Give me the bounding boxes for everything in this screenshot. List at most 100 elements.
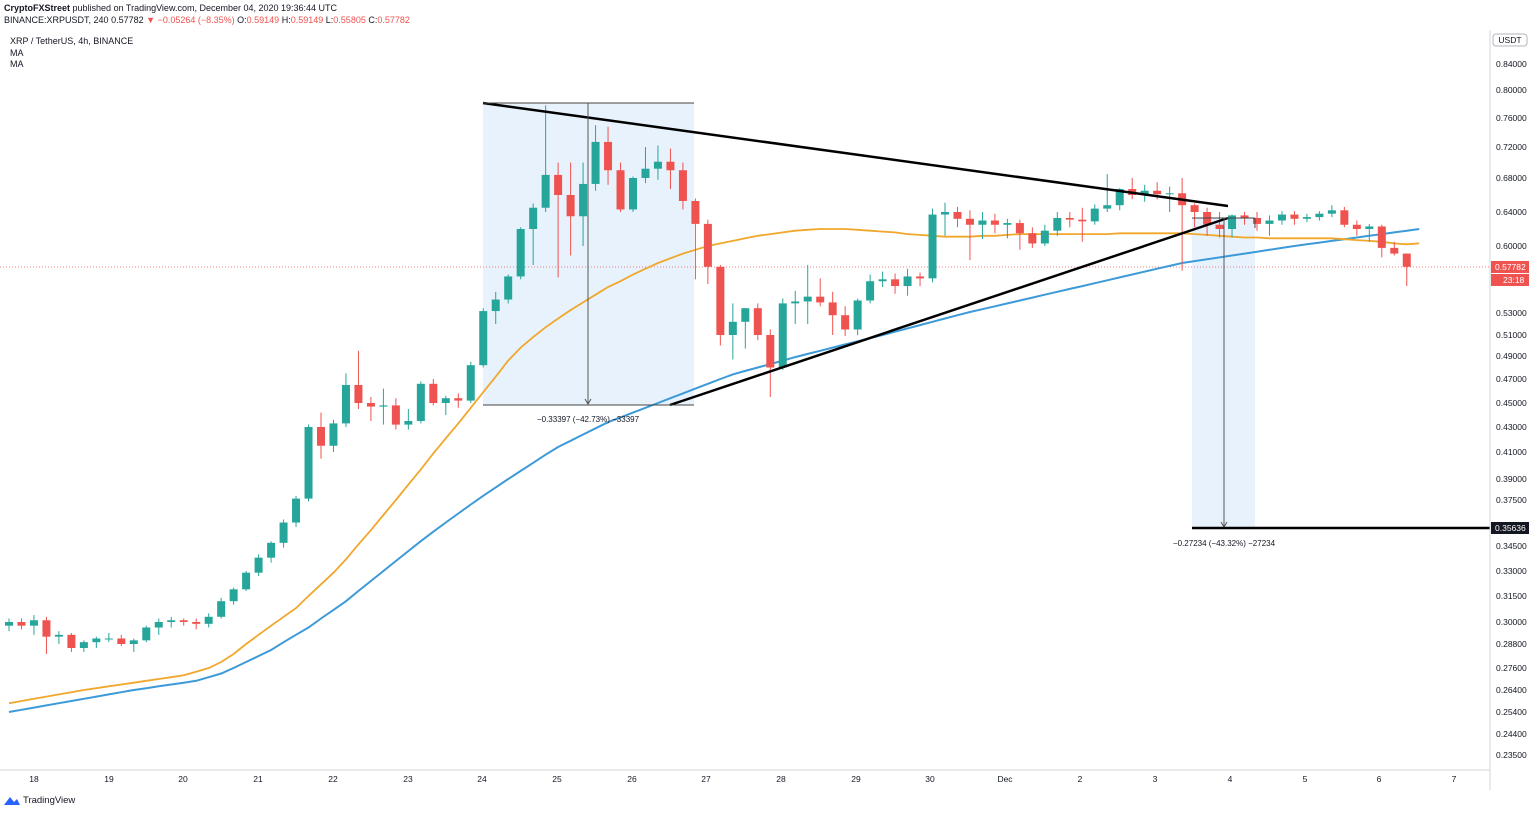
candle xyxy=(67,633,76,652)
candle xyxy=(566,162,575,256)
time-tick-label: 3 xyxy=(1153,774,1158,784)
candle-body xyxy=(666,161,675,171)
candle xyxy=(441,395,450,415)
candle-body xyxy=(404,421,413,425)
candle xyxy=(292,495,301,528)
axes-layer: USDT 0.84000 0.80000 0.76000 0.72000 0.68000 0… xyxy=(0,30,1529,790)
currency-box xyxy=(1492,33,1528,47)
legend-ma-fast[interactable]: MA xyxy=(10,47,24,58)
candle-body xyxy=(441,398,450,403)
candle-body xyxy=(541,174,550,208)
candle xyxy=(17,618,26,630)
candle xyxy=(329,419,338,452)
candle xyxy=(579,162,588,246)
candle-body xyxy=(1290,214,1299,219)
candle-body xyxy=(379,405,388,407)
candle-body xyxy=(1115,189,1124,206)
price-tick-label: 0.30000 xyxy=(1496,617,1527,627)
triangle-lower-trendline xyxy=(669,216,1229,407)
candle xyxy=(716,264,725,346)
candle-body xyxy=(42,620,51,637)
chart-legend: XRP / TetherUS, 4h, BINANCE MA MA xyxy=(10,36,133,71)
candle-body xyxy=(1040,230,1049,244)
candle xyxy=(554,162,563,278)
candle xyxy=(29,615,38,635)
candle xyxy=(1290,211,1299,225)
time-tick-label: 5 xyxy=(1303,774,1308,784)
candle-body xyxy=(579,183,588,217)
price-tick-label: 0.24400 xyxy=(1496,729,1527,739)
candle xyxy=(841,306,850,337)
price-tick-label: 0.23500 xyxy=(1496,750,1527,760)
candle-body xyxy=(504,276,513,300)
candle xyxy=(254,554,263,576)
candle-body xyxy=(516,229,525,277)
candle-body xyxy=(1277,214,1286,221)
candle-body xyxy=(329,423,338,446)
time-tick-label: 2 xyxy=(1078,774,1083,784)
candle-body xyxy=(928,214,937,279)
drawings-layer: −0.33397 (−42.73%) −33397 −0.27234 (−43.3… xyxy=(482,101,1490,548)
candle-body xyxy=(1078,219,1087,222)
candle-body xyxy=(104,638,113,640)
candle-body xyxy=(1028,233,1037,244)
candle xyxy=(5,618,13,632)
legend-symbol[interactable]: XRP / TetherUS, 4h, BINANCE xyxy=(10,36,134,46)
candle-body xyxy=(129,640,138,644)
close-value: 0.57782 xyxy=(377,15,410,25)
candle xyxy=(92,636,101,648)
time-tick-label: 25 xyxy=(552,774,562,784)
candle xyxy=(1015,219,1024,250)
candle-body xyxy=(167,620,176,622)
candle xyxy=(1128,178,1137,200)
price-tick-label: 0.43000 xyxy=(1496,422,1527,432)
candle xyxy=(691,198,700,280)
author-name: CryptoFXStreet xyxy=(4,3,71,13)
candle xyxy=(1390,241,1399,256)
candle-body xyxy=(354,385,363,403)
candle-body xyxy=(1265,220,1274,224)
candle xyxy=(529,203,538,265)
candle xyxy=(1103,174,1112,212)
target-price-text: 0.35636 xyxy=(1495,523,1526,533)
candle xyxy=(391,398,400,430)
time-tick-label: 30 xyxy=(925,774,935,784)
candle-body xyxy=(1015,223,1024,234)
candle-body xyxy=(92,638,101,643)
candle xyxy=(279,519,288,548)
candle-body xyxy=(554,174,563,195)
price-tick-label: 0.34500 xyxy=(1496,541,1527,551)
candle xyxy=(878,271,887,288)
candle xyxy=(479,308,488,368)
candle xyxy=(341,373,350,427)
price-tick-label: 0.53000 xyxy=(1496,308,1527,318)
candle-body xyxy=(466,365,475,401)
candle xyxy=(104,633,113,643)
price-tick-label: 0.47000 xyxy=(1496,374,1527,384)
price-tick-label: 0.84000 xyxy=(1496,59,1527,69)
time-tick-label: 28 xyxy=(776,774,786,784)
candle-body xyxy=(1240,215,1249,218)
candle-body xyxy=(79,642,88,648)
published-text: published on TradingView.com, December 0… xyxy=(72,3,338,13)
price-tick-label: 0.80000 xyxy=(1496,85,1527,95)
legend-ma-slow[interactable]: MA xyxy=(10,59,24,69)
time-tick-label: 24 xyxy=(477,774,487,784)
candle-body xyxy=(891,279,900,287)
candle-body xyxy=(1165,193,1174,195)
candle-body xyxy=(529,207,538,229)
candle-body xyxy=(716,266,725,335)
candle xyxy=(978,212,987,240)
candle-body xyxy=(1215,224,1224,229)
price-tick-label: 0.68000 xyxy=(1496,173,1527,183)
candle-body xyxy=(154,622,163,628)
candle xyxy=(541,105,550,212)
time-tick-label: 22 xyxy=(328,774,338,784)
candle-body xyxy=(728,321,737,335)
tradingview-brand[interactable]: TradingView xyxy=(4,795,75,806)
measure-2-label: −0.27234 (−43.32%) −27234 xyxy=(1173,539,1276,548)
candle-body xyxy=(678,170,687,201)
candle xyxy=(192,618,201,630)
countdown-tag xyxy=(1491,273,1529,286)
